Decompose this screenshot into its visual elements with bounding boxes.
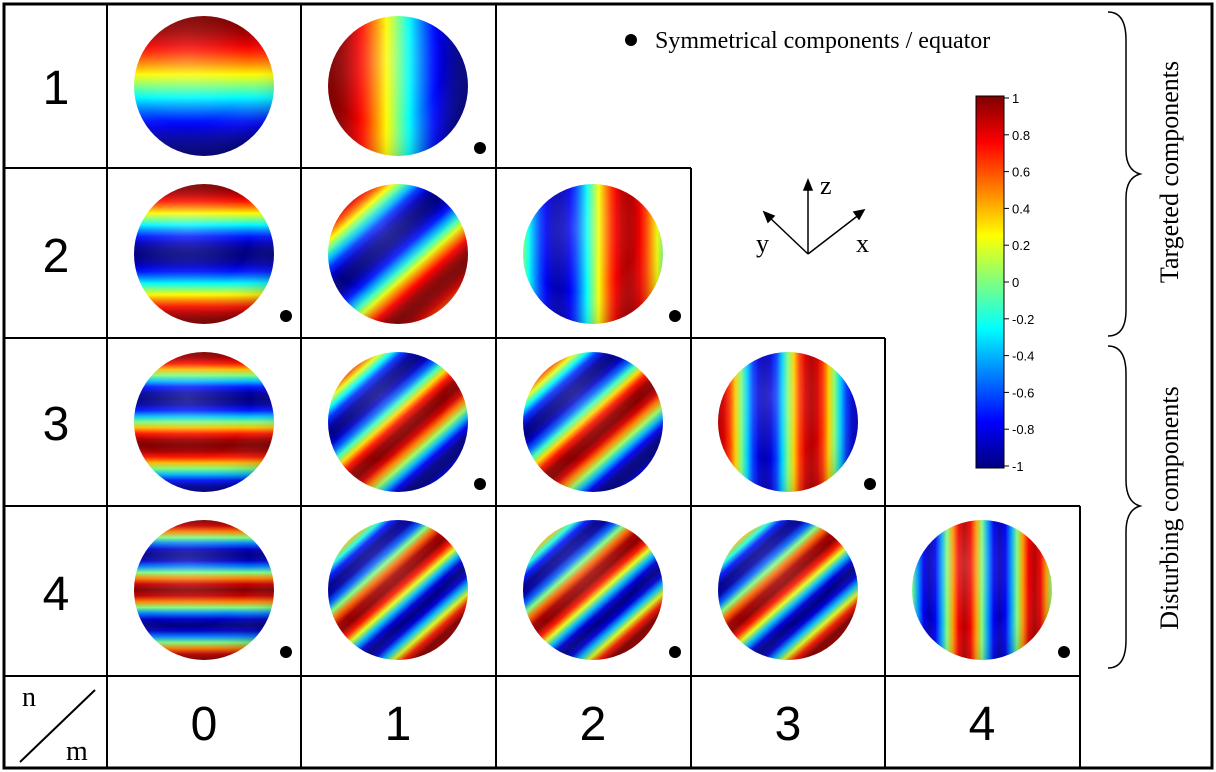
symmetric-marker-n3-m3: [864, 478, 876, 490]
sphere-shading: [328, 352, 468, 492]
colorbar-tick-label: -0.4: [1012, 349, 1034, 364]
sphere-shading: [134, 520, 274, 660]
disturbing-brace: [1107, 345, 1143, 669]
symmetric-marker-n4-m2: [669, 646, 681, 658]
colorbar-tick-label: -0.8: [1012, 422, 1034, 437]
disturbing-components-label: Disturbing components: [1155, 386, 1184, 629]
colorbar-tick-label: 0.4: [1012, 201, 1030, 216]
symmetric-marker-legend-icon: [625, 34, 637, 46]
targeted-components-label: Targeted components: [1155, 61, 1184, 283]
axis-y-label: y: [756, 229, 769, 258]
sphere-shading: [328, 16, 468, 156]
colorbar-tick-label: 0.8: [1012, 128, 1030, 143]
row-label-1: 1: [43, 62, 70, 115]
col-label-3: 3: [775, 698, 802, 751]
sphere-shading: [134, 184, 274, 324]
sphere-shading: [718, 352, 858, 492]
col-label-1: 1: [385, 698, 412, 751]
symmetric-marker-n1-m1: [474, 142, 486, 154]
col-label-4: 4: [969, 698, 996, 751]
symmetric-marker-n4-m0: [280, 646, 292, 658]
table-grid: [4, 3, 1081, 768]
colorbar-tick-label: -1: [1012, 459, 1024, 474]
sphere-shading: [523, 352, 663, 492]
colorbar-ticks: 1 0.8 0.6 0.4 0.2 0 -0.2 -0.4 -0.6 -0.8 -1: [1004, 91, 1034, 474]
corner-n-label: n: [22, 682, 36, 713]
colorbar-tick-label: -0.2: [1012, 312, 1034, 327]
sphere-shading: [718, 520, 858, 660]
corner-m-label: m: [66, 736, 88, 767]
colorbar-tick-label: 1: [1012, 91, 1019, 106]
symmetric-marker-n2-m0: [280, 310, 292, 322]
col-label-0: 0: [191, 698, 218, 751]
colorbar-tick-label: 0: [1012, 275, 1019, 290]
sphere-shading: [912, 520, 1052, 660]
symmetric-marker-n2-m2: [669, 310, 681, 322]
row-label-4: 4: [43, 568, 70, 621]
axis-x-label: x: [856, 229, 869, 258]
row-label-3: 3: [43, 398, 70, 451]
targeted-brace: [1107, 11, 1143, 337]
sphere-shading: [523, 520, 663, 660]
symmetric-legend-label: Symmetrical components / equator: [655, 28, 990, 54]
sphere-shading: [328, 184, 468, 324]
symmetric-marker-n3-m1: [474, 478, 486, 490]
sphere-shading: [523, 184, 663, 324]
colorbar-tick-label: -0.6: [1012, 385, 1034, 400]
column-labels: 0 1 2 3 4: [191, 698, 996, 751]
sphere-shading: [328, 520, 468, 660]
row-label-2: 2: [43, 230, 70, 283]
colorbar: [975, 95, 1005, 469]
row-labels: 1 2 3 4: [43, 62, 70, 621]
axis-z-label: z: [820, 171, 832, 200]
col-label-2: 2: [580, 698, 607, 751]
spheres-layer: [134, 16, 1070, 660]
symmetric-marker-n4-m4: [1058, 646, 1070, 658]
colorbar-tick-label: 0.2: [1012, 238, 1030, 253]
colorbar-tick-label: 0.6: [1012, 165, 1030, 180]
sphere-shading: [134, 16, 274, 156]
axes-triad: [762, 177, 866, 255]
sphere-shading: [134, 352, 274, 492]
